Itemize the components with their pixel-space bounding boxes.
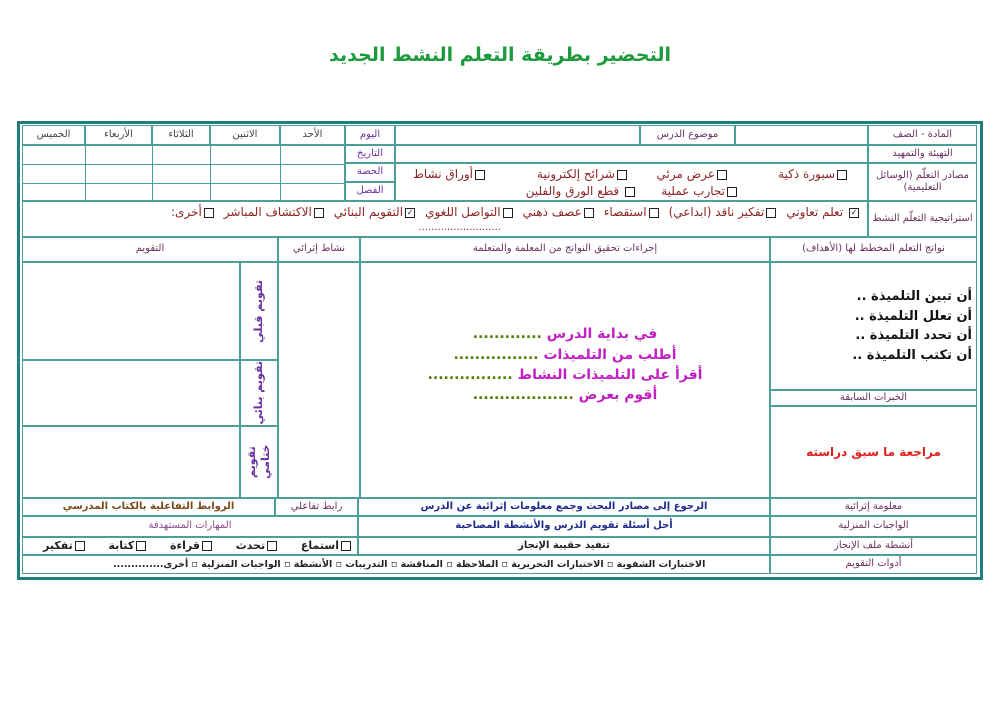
schedule-grid[interactable]: [22, 145, 345, 201]
day-sunday: الأحد: [280, 125, 345, 145]
pre-evaluation-label: تقويم قبلي: [240, 262, 278, 360]
form-frame: [17, 121, 983, 580]
checkbox-icon: [74, 541, 85, 552]
resource-experiments[interactable]: تجارب عملية: [661, 184, 737, 199]
resources-cell: سبورة ذكية عرض مرئي شرائح إلكترونية أورا…: [395, 163, 868, 201]
lesson-topic-field[interactable]: [395, 125, 640, 145]
interactive-links-text[interactable]: الروابط التفاعلية بالكتاب المدرسي: [22, 498, 275, 516]
day-thursday: الخميس: [22, 125, 85, 145]
objective-item: أن تكتب التلميذة ..: [852, 347, 972, 363]
objective-item: أن تعلل التلميذة ..: [854, 308, 972, 324]
skill-writing[interactable]: كتابة: [109, 539, 147, 553]
procedure-item: أقرأ على التلميذات النشاط ..............…: [427, 367, 703, 383]
checkbox-icon: [837, 169, 847, 180]
prior-header: الخبرات السابقة: [770, 390, 977, 406]
skill-thinking[interactable]: تفكير: [43, 539, 85, 553]
pre-evaluation-cell[interactable]: [22, 262, 240, 360]
warmup-label: التهيئة والتمهيد: [868, 145, 977, 163]
skill-speaking[interactable]: تحدث: [236, 539, 278, 553]
resource-paper-cork[interactable]: قطع الورق والفلين: [526, 184, 635, 199]
warmup-field[interactable]: [395, 145, 868, 163]
strategy-other-dots[interactable]: ..........................: [418, 222, 501, 233]
checkbox-icon: [717, 169, 727, 180]
checkbox-icon: [267, 541, 278, 552]
homework-label: الواجبات المنزلية: [770, 516, 977, 537]
checkbox-icon: [203, 207, 214, 218]
target-skills-label: المهارات المستهدفة: [22, 516, 358, 537]
day-tuesday: الثلاثاء: [152, 125, 210, 145]
skill-reading[interactable]: قراءة: [170, 539, 212, 553]
procedures-cell: في بداية الدرس ............. أطلب من الت…: [360, 262, 770, 498]
strategy-cooperative[interactable]: ✓ تعلم تعاوني: [786, 205, 859, 219]
portfolio-label: أنشطة ملف الإنجاز: [770, 537, 977, 555]
procedure-item: أقوم بعرض ...................: [472, 387, 658, 404]
skill-listening[interactable]: استماع: [301, 539, 351, 553]
checkbox-icon: [341, 541, 351, 552]
homework-text: أحل أسئلة تقويم الدرس والأنشطة المصاحبة: [358, 516, 770, 537]
subject-grade-label: المادة - الصف: [868, 125, 977, 145]
class-label: الفصل: [345, 182, 395, 201]
evaluation-tools-text: الاختبارات الشفوية ▫ الاختبارات التحريري…: [22, 555, 770, 574]
checkbox-icon: [648, 207, 659, 218]
strategy-brainstorm[interactable]: عصف ذهني: [523, 205, 594, 220]
checkbox-icon: [766, 207, 777, 218]
procedure-item: في بداية الدرس .............: [472, 326, 658, 343]
strategy-communication[interactable]: التواصل اللغوي: [425, 205, 513, 220]
page-title: التحضير بطريقة التعلم النشط الجديد: [329, 44, 671, 66]
checkbox-icon: [313, 207, 324, 218]
checkbox-icon: [475, 169, 485, 180]
final-evaluation-cell[interactable]: [22, 426, 240, 498]
formative-evaluation-cell[interactable]: [22, 360, 240, 426]
tools-label: أدوات التقويم: [770, 555, 977, 574]
lesson-topic-label: موضوع الدرس: [640, 125, 735, 145]
portfolio-text: تنفيذ حقيبة الإنجاز: [358, 537, 770, 555]
procedures-header: إجراءات تحقيق النواتج من المعلمة والمتعل…: [360, 237, 770, 262]
resource-worksheets[interactable]: أوراق نشاط: [413, 167, 485, 182]
strategy-formative[interactable]: ✓التقويم البنائي: [333, 205, 416, 219]
prior-text: مراجعة ما سبق دراسته: [770, 406, 977, 498]
day-wednesday: الأربعاء: [85, 125, 152, 145]
resource-visual[interactable]: عرض مرئي: [657, 167, 727, 182]
day-label: اليوم: [345, 125, 395, 145]
strategy-label: استراتيجية التعلّم النشط: [868, 201, 977, 237]
date-label: التاريخ: [345, 145, 395, 163]
enrichment-header: نشاط إثرائي: [278, 237, 360, 262]
objectives-cell: أن تبين التلميذة .. أن تعلل التلميذة .. …: [770, 262, 977, 390]
objectives-header: نواتج التعلم المخطط لها (الأهداف): [770, 237, 977, 262]
resources-label: مصادر التعلّم (الوسائل التعليمية): [868, 163, 977, 201]
strategy-critical-thinking[interactable]: تفكير ناقد (ابداعي): [669, 205, 777, 220]
checkbox-icon: [625, 186, 635, 197]
strategies-cell: ✓ تعلم تعاوني تفكير ناقد (ابداعي) استقصا…: [22, 201, 868, 237]
strategy-other[interactable]: أخرى:: [171, 205, 214, 220]
skills-cell: استماع تحدث قراءة كتابة تفكير: [22, 537, 358, 555]
enrichment-cell[interactable]: [278, 262, 360, 498]
resource-smartboard[interactable]: سبورة ذكية: [778, 167, 847, 182]
formative-evaluation-label: تقويم بنائي: [240, 360, 278, 426]
checkbox-icon: [617, 169, 627, 180]
enrich-info-text: الرجوع إلى مصادر البحث وجمع معلومات إثرا…: [358, 498, 770, 516]
strategy-discovery[interactable]: الاكتشاف المباشر: [224, 205, 324, 220]
checkbox-checked-icon: ✓: [849, 207, 859, 218]
strategy-inquiry[interactable]: استقصاء: [604, 205, 659, 220]
checkbox-icon: [136, 541, 147, 552]
checkbox-icon: [583, 207, 594, 218]
checkbox-icon: [502, 207, 513, 218]
enrich-info-label: معلومة إثرائية: [770, 498, 977, 516]
objective-item: أن تبين التلميذة ..: [856, 289, 972, 304]
period-label: الحصة: [345, 163, 395, 182]
resource-slides[interactable]: شرائح إلكترونية: [537, 167, 627, 182]
checkbox-icon: [727, 186, 737, 197]
objective-item: أن تحدد التلميذة ..: [855, 328, 972, 343]
interactive-link-label[interactable]: رابط تفاعلي: [275, 498, 358, 516]
checkbox-icon: [201, 541, 212, 552]
evaluation-header: التقويم: [22, 237, 278, 262]
day-monday: الاثنين: [210, 125, 280, 145]
checkbox-checked-icon: ✓: [405, 207, 416, 218]
procedure-item: أطلب من التلميذات ................: [453, 346, 677, 363]
final-evaluation-label: تقويم ختامي: [240, 426, 278, 498]
subject-grade-field[interactable]: [735, 125, 868, 145]
